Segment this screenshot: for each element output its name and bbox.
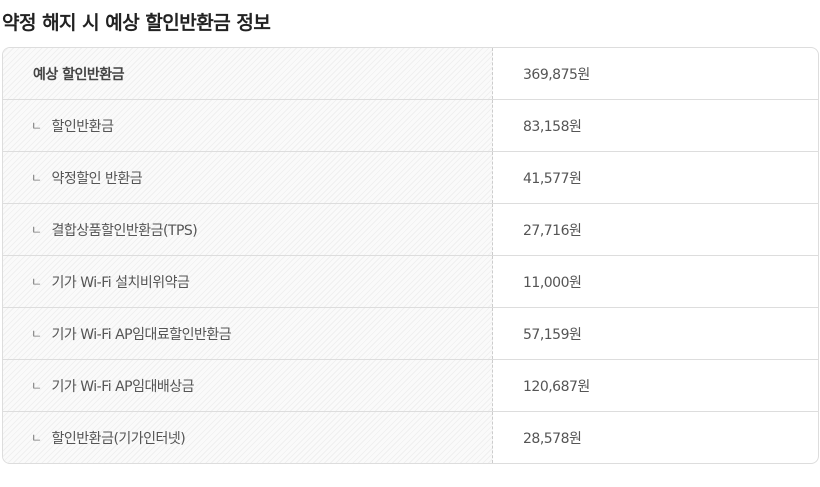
row-label-cell: ㄴ 약정할인 반환금	[3, 152, 493, 203]
row-label-cell: ㄴ 할인반환금(기가인터넷)	[3, 412, 493, 463]
sub-item-marker: ㄴ	[31, 327, 42, 341]
row-label-cell: 예상 할인반환금	[3, 48, 493, 99]
row-value: 57,159원	[523, 326, 582, 343]
refund-table: 예상 할인반환금 369,875원 ㄴ 할인반환금 83,158원 ㄴ 약정할인 반환금 41…	[2, 47, 819, 464]
row-label: 기가 Wi-Fi 설치비위약금	[51, 274, 190, 291]
sub-item-marker: ㄴ	[31, 223, 42, 237]
row-value: 11,000원	[523, 274, 582, 291]
sub-item-marker: ㄴ	[31, 431, 42, 445]
row-label: 약정할인 반환금	[51, 170, 143, 187]
row-value: 28,578원	[523, 430, 582, 447]
table-row: ㄴ 할인반환금(기가인터넷) 28,578원	[3, 411, 818, 463]
page-title: 약정 해지 시 예상 할인반환금 정보	[2, 12, 271, 34]
table-row: ㄴ 기가 Wi-Fi AP임대료할인반환금 57,159원	[3, 307, 818, 359]
row-label: 기가 Wi-Fi AP임대료할인반환금	[51, 326, 232, 343]
sub-item-marker: ㄴ	[31, 119, 42, 133]
row-label: 예상 할인반환금	[33, 66, 125, 83]
row-label: 결합상품할인반환금(TPS)	[51, 222, 198, 239]
table-row: ㄴ 할인반환금 83,158원	[3, 99, 818, 151]
sub-item-marker: ㄴ	[31, 275, 42, 289]
row-value: 27,716원	[523, 222, 582, 239]
row-value: 120,687원	[523, 378, 590, 395]
row-label-cell: ㄴ 기가 Wi-Fi 설치비위약금	[3, 256, 493, 307]
row-label-cell: ㄴ 할인반환금	[3, 100, 493, 151]
sub-item-marker: ㄴ	[31, 171, 42, 185]
sub-item-marker: ㄴ	[31, 379, 42, 393]
row-label: 기가 Wi-Fi AP임대배상금	[51, 378, 195, 395]
table-row: ㄴ 기가 Wi-Fi AP임대배상금 120,687원	[3, 359, 818, 411]
row-label-cell: ㄴ 결합상품할인반환금(TPS)	[3, 204, 493, 255]
row-value: 41,577원	[523, 170, 582, 187]
row-value: 369,875원	[523, 66, 590, 83]
row-label: 할인반환금(기가인터넷)	[51, 430, 186, 447]
table-row: ㄴ 결합상품할인반환금(TPS) 27,716원	[3, 203, 818, 255]
row-label: 할인반환금	[51, 118, 114, 135]
table-row: ㄴ 약정할인 반환금 41,577원	[3, 151, 818, 203]
row-label-cell: ㄴ 기가 Wi-Fi AP임대료할인반환금	[3, 308, 493, 359]
row-value: 83,158원	[523, 118, 582, 135]
row-label-cell: ㄴ 기가 Wi-Fi AP임대배상금	[3, 360, 493, 411]
table-row: ㄴ 기가 Wi-Fi 설치비위약금 11,000원	[3, 255, 818, 307]
table-row: 예상 할인반환금 369,875원	[3, 48, 818, 99]
